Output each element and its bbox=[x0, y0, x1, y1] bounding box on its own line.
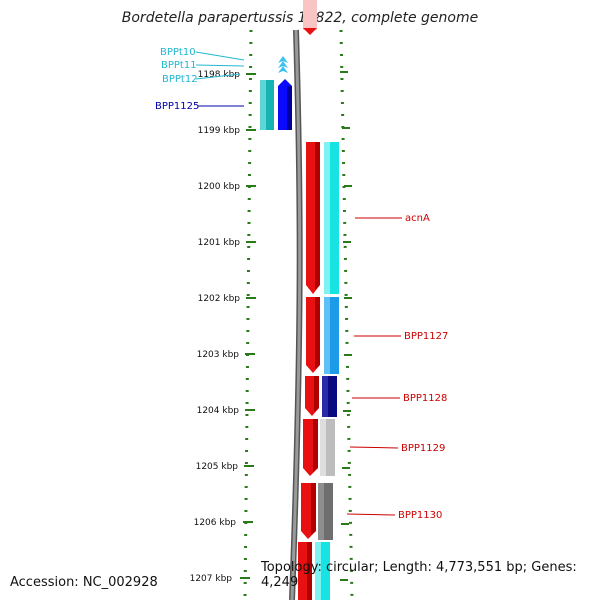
acnA-gene-shade bbox=[315, 142, 320, 290]
bppt10-leader bbox=[195, 51, 245, 61]
ruler-label: 1203 kbp bbox=[197, 350, 240, 360]
ruler-label: 1207 kbp bbox=[190, 574, 233, 584]
bpp1128-red-shade bbox=[314, 376, 319, 412]
ruler-label: 1198 kbp bbox=[198, 70, 241, 80]
chromosome-backbone-highlight bbox=[290, 29, 302, 600]
bpp1128-block-light bbox=[322, 376, 328, 417]
left-ruler-dots bbox=[243, 29, 253, 600]
bpp1129-leader bbox=[349, 446, 399, 449]
acnA-label[interactable]: acnA bbox=[405, 213, 430, 224]
red-gene-track bbox=[298, 142, 320, 600]
left-major-ticks bbox=[240, 73, 256, 579]
top-feature-band bbox=[303, 0, 317, 30]
trna-chevron bbox=[278, 66, 288, 73]
page-title: Bordetella parapertussis 12822, complete… bbox=[121, 10, 479, 26]
ruler-label: 1199 kbp bbox=[198, 126, 241, 136]
bpp1130-red-shade bbox=[311, 483, 316, 535]
ruler-label: 1200 kbp bbox=[198, 182, 241, 192]
teal-gene-block-light bbox=[260, 80, 266, 130]
ruler-label: 1206 kbp bbox=[194, 518, 237, 528]
bppt11-label[interactable]: BPPt11 bbox=[161, 60, 197, 71]
bpp1129-red-shade bbox=[313, 419, 318, 472]
trna-chevron bbox=[278, 56, 288, 63]
bpp1127-block-light bbox=[324, 297, 330, 374]
bpp1127-red-shade bbox=[315, 297, 320, 369]
bppt10-label[interactable]: BPPt10 bbox=[160, 47, 196, 58]
right-major-ticks bbox=[340, 71, 352, 581]
bpp1127-label[interactable]: BPP1127 bbox=[404, 331, 448, 342]
ruler-label: 1201 kbp bbox=[198, 238, 241, 248]
color-gene-track bbox=[315, 142, 339, 600]
bpp1128-label[interactable]: BPP1128 bbox=[403, 393, 447, 404]
right-labels: acnA BPP1127 BPP1128 BPP1129 BPP1130 bbox=[346, 213, 448, 521]
bottom-red-shade bbox=[307, 542, 312, 600]
trna-cluster bbox=[278, 56, 288, 73]
bpp1130-label[interactable]: BPP1130 bbox=[398, 510, 442, 521]
bpp1125-gene-shade bbox=[287, 86, 292, 130]
top-feature-arrow bbox=[303, 28, 317, 35]
bottom-cyan-block-light bbox=[315, 542, 321, 600]
ruler-labels: 1198 kbp 1199 kbp 1200 kbp 1201 kbp 1202… bbox=[190, 70, 241, 584]
ruler-label: 1202 kbp bbox=[198, 294, 241, 304]
left-labels: BPPt10 BPPt11 BPPt12 BPP1125 bbox=[155, 47, 245, 112]
bpp1125-label[interactable]: BPP1125 bbox=[155, 101, 199, 112]
ruler-label: 1205 kbp bbox=[196, 462, 239, 472]
acnA-cyan-block-light bbox=[324, 142, 330, 294]
bpp1129-label[interactable]: BPP1129 bbox=[401, 443, 445, 454]
accession-text: Accession: NC_002928 bbox=[10, 575, 158, 590]
bpp1130-leader bbox=[346, 513, 396, 516]
bpp1130-block-light bbox=[318, 483, 324, 540]
topology-text: Topology: circular; Length: 4,773,551 bp… bbox=[261, 560, 577, 590]
ruler-label: 1204 kbp bbox=[197, 406, 240, 416]
bpp1129-block-light bbox=[320, 419, 326, 476]
bppt11-leader bbox=[195, 64, 245, 67]
trna-chevron bbox=[278, 61, 288, 68]
bppt12-leader bbox=[195, 73, 241, 80]
bppt12-label[interactable]: BPPt12 bbox=[162, 74, 198, 85]
